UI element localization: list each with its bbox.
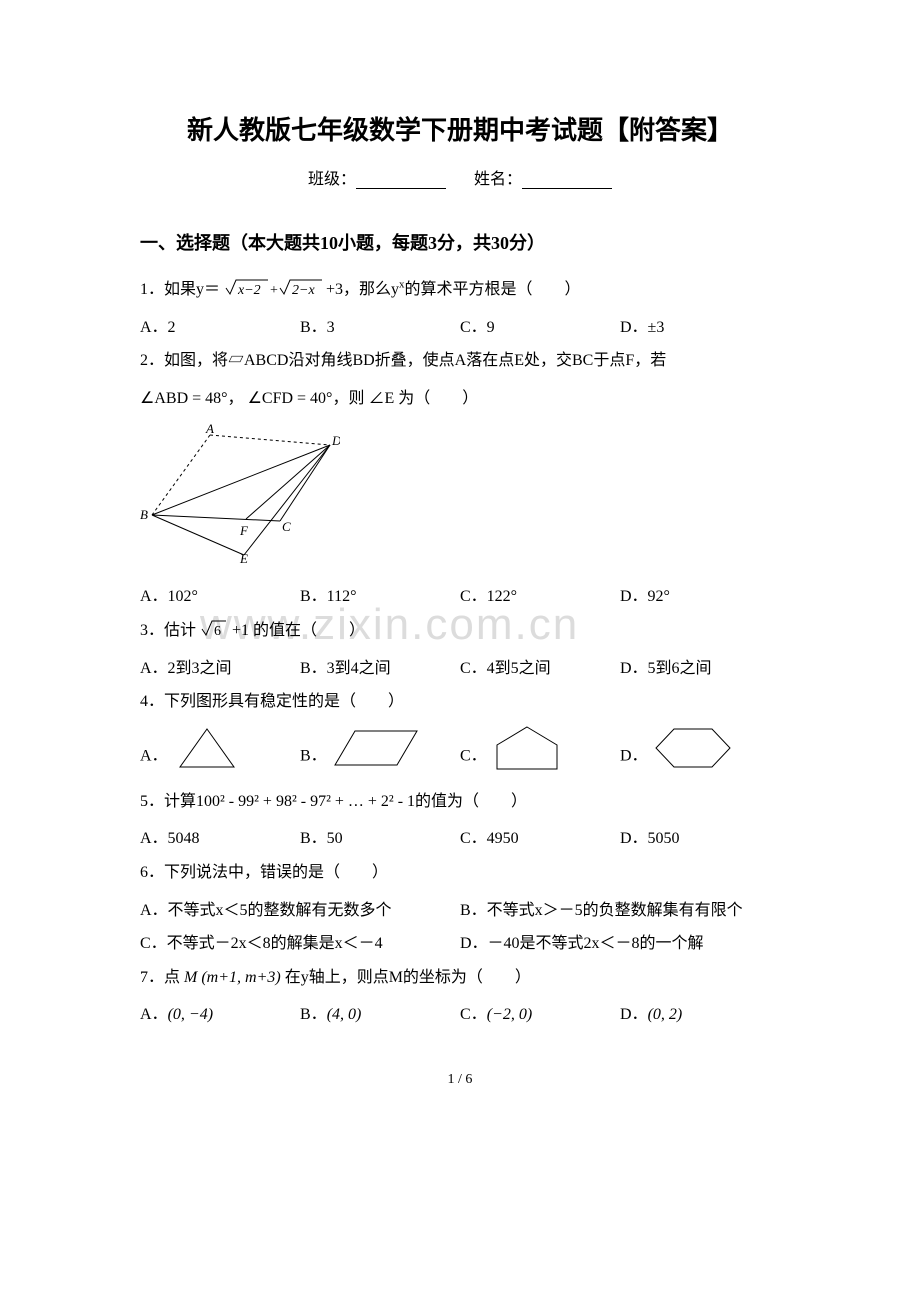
question-7: 7．点 M (m+1, m+3) 在y轴上，则点M的坐标为（ ）	[140, 961, 780, 995]
q2-options: A．102° B．112° C．122° D．92°	[140, 580, 780, 614]
q7-suffix: 在y轴上，则点M的坐标为（ ）	[285, 969, 531, 986]
q2-angle1: ∠ABD = 48°，	[140, 390, 244, 407]
q4-b-label: B．	[300, 747, 327, 764]
q3-opt-c: C．4到5之间	[460, 652, 620, 686]
q1-suffix: 的算术平方根是（ ）	[405, 281, 581, 298]
svg-text:B: B	[140, 507, 148, 522]
q1-opt-d: D．±3	[620, 311, 780, 345]
q6-opt-c: C．不等式－2x＜8的解集是x＜－4	[140, 927, 460, 961]
q2-opt-a: A．102°	[140, 580, 300, 614]
q4-opt-c: C．	[460, 723, 620, 773]
question-6: 6．下列说法中，错误的是（ ）	[140, 856, 780, 890]
q6-opt-b: B．不等式x＞－5的负整数解集有有限个	[460, 894, 780, 928]
page-number: 1 / 6	[140, 1072, 780, 1088]
sqrt6: 6	[200, 617, 228, 639]
q5-opt-a: A．5048	[140, 822, 300, 856]
q4-d-label: D．	[620, 747, 648, 764]
q4-c-label: C．	[460, 747, 487, 764]
svg-text:6: 6	[214, 624, 221, 639]
svg-text:+: +	[270, 283, 278, 298]
q2-figure: A D B F C E	[140, 423, 780, 568]
q3-options: A．2到3之间 B．3到4之间 C．4到5之间 D．5到6之间	[140, 652, 780, 686]
q7-opt-a: A．(0, −4)	[140, 998, 300, 1032]
doc-title: 新人教版七年级数学下册期中考试题【附答案】	[140, 110, 780, 147]
q7-prefix: 7．点	[140, 969, 180, 986]
q6-opt-a: A．不等式x＜5的整数解有无数多个	[140, 894, 460, 928]
q2-opt-d: D．92°	[620, 580, 780, 614]
q1-opt-a: A．2	[140, 311, 300, 345]
svg-text:E: E	[239, 551, 248, 563]
svg-text:D: D	[331, 433, 340, 448]
question-4: 4．下列图形具有稳定性的是（ ）	[140, 685, 780, 719]
q1-mid: +3，那么y	[326, 281, 399, 298]
q2-angle2: ∠CFD = 40°，则	[248, 390, 365, 407]
q1-options: A．2 B．3 C．9 D．±3	[140, 311, 780, 345]
q3-opt-b: B．3到4之间	[300, 652, 460, 686]
q7-options: A．(0, −4) B．(4, 0) C．(−2, 0) D．(0, 2)	[140, 998, 780, 1032]
q3-opt-a: A．2到3之间	[140, 652, 300, 686]
sqrt-expr-1: x−2 + 2−x	[224, 276, 322, 298]
q1-prefix: 1．如果y＝	[140, 281, 220, 298]
q2-opt-c: C．122°	[460, 580, 620, 614]
q3-opt-d: D．5到6之间	[620, 652, 780, 686]
q4-options: A． B． C． D．	[140, 723, 780, 773]
name-label: 姓名：	[474, 171, 522, 188]
q3-prefix: 3．估计	[140, 622, 196, 639]
question-3: 3．估计 6 +1 的值在（ ）	[140, 614, 780, 648]
question-5: 5．计算100² - 99² + 98² - 97² + … + 2² - 1的…	[140, 785, 780, 819]
question-2-line2: ∠ABD = 48°， ∠CFD = 40°，则 ∠E 为（ ）	[140, 382, 780, 416]
q2-opt-b: B．112°	[300, 580, 460, 614]
q2-then: ∠E 为（ ）	[368, 390, 478, 407]
q7-opt-d: D．(0, 2)	[620, 998, 780, 1032]
svg-text:2−x: 2−x	[292, 283, 315, 298]
svg-text:F: F	[239, 523, 249, 538]
q5-opt-d: D．5050	[620, 822, 780, 856]
q7-opt-c: C．(−2, 0)	[460, 998, 620, 1032]
q6-opt-d: D．－40是不等式2x＜－8的一个解	[460, 927, 780, 961]
q5-options: A．5048 B．50 C．4950 D．5050	[140, 822, 780, 856]
q7-opt-b: B．(4, 0)	[300, 998, 460, 1032]
svg-text:x−2: x−2	[237, 283, 261, 298]
q5-opt-c: C．4950	[460, 822, 620, 856]
q4-a-label: A．	[140, 747, 168, 764]
class-label: 班级：	[308, 171, 356, 188]
q6-options: A．不等式x＜5的整数解有无数多个 B．不等式x＞－5的负整数解集有有限个 C．…	[140, 894, 780, 961]
question-1: 1．如果y＝ x−2 + 2−x +3，那么yx的算术平方根是（ ）	[140, 273, 780, 307]
q4-opt-b: B．	[300, 723, 460, 773]
q3-suffix: +1 的值在（ ）	[232, 622, 365, 639]
q7-expr: M (m+1, m+3)	[184, 969, 281, 986]
class-blank[interactable]	[356, 170, 446, 189]
question-2-line1: 2．如图，将▱ABCD沿对角线BD折叠，使点A落在点E处，交BC于点F，若	[140, 344, 780, 378]
student-info-line: 班级： 姓名：	[140, 165, 780, 189]
q4-opt-d: D．	[620, 723, 780, 773]
svg-text:A: A	[205, 423, 214, 436]
section-1-header: 一、选择题（本大题共10小题，每题3分，共30分）	[140, 229, 780, 255]
svg-text:C: C	[282, 519, 291, 534]
name-blank[interactable]	[522, 170, 612, 189]
q1-opt-c: C．9	[460, 311, 620, 345]
q1-opt-b: B．3	[300, 311, 460, 345]
q5-opt-b: B．50	[300, 822, 460, 856]
q4-opt-a: A．	[140, 723, 300, 773]
